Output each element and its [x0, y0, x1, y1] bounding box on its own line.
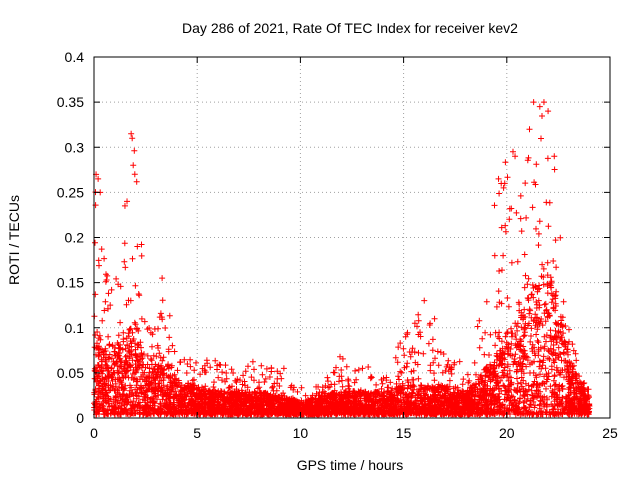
- roti-spike-point: [128, 130, 135, 137]
- roti-spike-point: [124, 198, 131, 205]
- x-tick-label: 0: [90, 425, 98, 441]
- roti-spike-point: [431, 315, 438, 322]
- roti-spike-point: [509, 148, 516, 155]
- y-tick-label: 0.15: [57, 275, 84, 291]
- roti-spike-point: [545, 108, 552, 115]
- y-tick-label: 0.4: [65, 49, 85, 65]
- roti-point-cloud: [91, 113, 593, 418]
- roti-spike-point: [402, 333, 409, 340]
- y-tick-label: 0: [76, 410, 84, 426]
- roti-spike-point: [130, 162, 137, 169]
- roti-spike-point: [551, 153, 558, 160]
- x-tick-label: 15: [396, 425, 412, 441]
- y-tick-label: 0.35: [57, 94, 84, 110]
- roti-spike-point: [121, 202, 128, 209]
- roti-spike-point: [512, 153, 519, 160]
- y-tick-label: 0.1: [65, 320, 85, 336]
- x-tick-label: 25: [602, 425, 618, 441]
- y-axis-label: ROTI / TECUs: [6, 195, 22, 285]
- roti-spike-point: [540, 99, 547, 106]
- data-points: [91, 99, 593, 418]
- x-tick-label: 10: [293, 425, 309, 441]
- roti-spike-point: [280, 365, 287, 372]
- roti-spike-point: [530, 99, 537, 106]
- y-tick-label: 0.3: [65, 139, 85, 155]
- roti-spike-point: [421, 297, 428, 304]
- grid: [94, 57, 610, 418]
- roti-spike-point: [134, 243, 141, 250]
- roti-spike-point: [129, 135, 136, 142]
- tick-labels: 0 5 10 15 20 25 0 0.05 0.1 0.15 0.2 0.25 0.3 0.35 0.4: [57, 49, 618, 441]
- roti-spike-point: [95, 175, 102, 182]
- roti-spike-point: [501, 180, 508, 187]
- y-tick-label: 0.25: [57, 184, 84, 200]
- roti-spike-point: [536, 103, 543, 110]
- y-tick-label: 0.2: [65, 230, 85, 246]
- x-tick-label: 20: [499, 425, 515, 441]
- roti-spike-point: [495, 175, 502, 182]
- y-tick-label: 0.05: [57, 365, 84, 381]
- chart-title: Day 286 of 2021, Rate Of TEC Index for r…: [182, 20, 518, 36]
- roti-spike-point: [159, 275, 166, 282]
- x-axis-label: GPS time / hours: [297, 457, 404, 473]
- x-tick-label: 5: [193, 425, 201, 441]
- roti-spike-point: [526, 126, 533, 133]
- axis-ticks: [93, 56, 611, 419]
